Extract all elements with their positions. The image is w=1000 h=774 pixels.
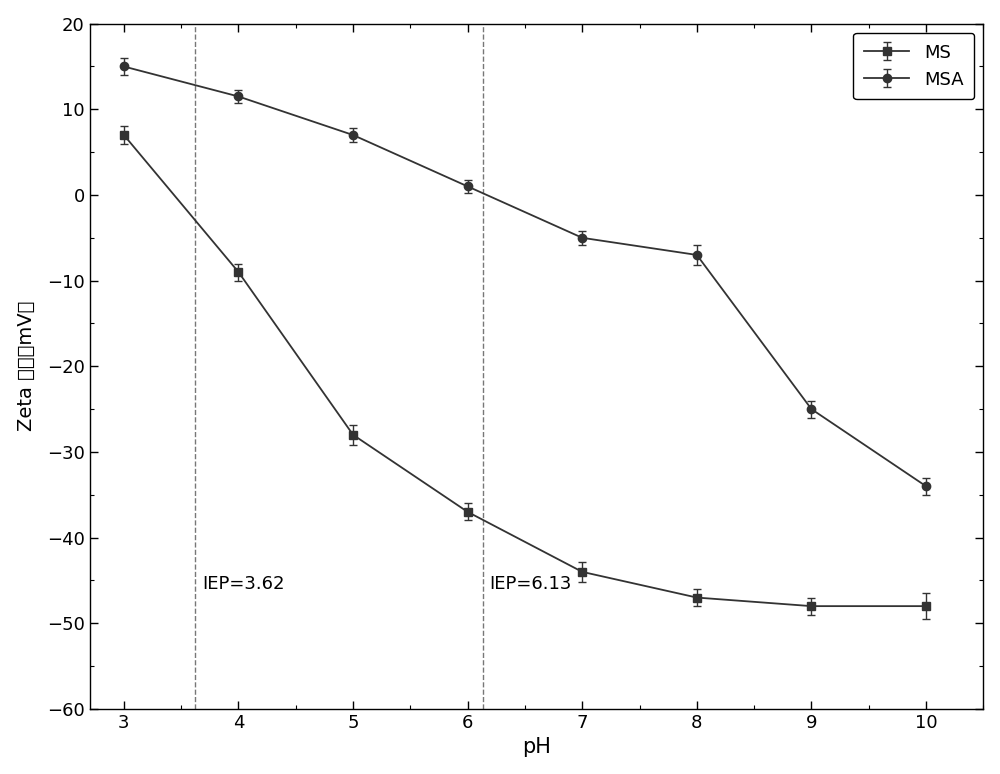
Text: IEP=3.62: IEP=3.62 <box>202 575 284 593</box>
X-axis label: pH: pH <box>522 738 551 757</box>
Legend: MS, MSA: MS, MSA <box>853 33 974 99</box>
Text: IEP=6.13: IEP=6.13 <box>489 575 572 593</box>
Y-axis label: Zeta 电位（mV）: Zeta 电位（mV） <box>17 301 36 431</box>
